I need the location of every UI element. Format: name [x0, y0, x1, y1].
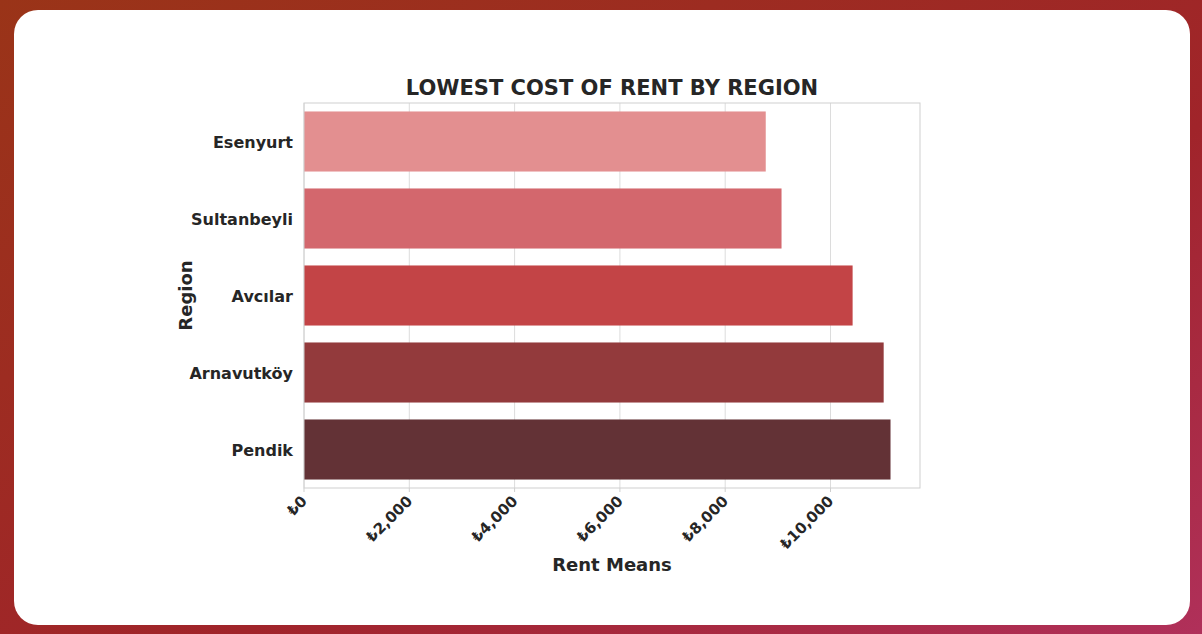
- bar: [304, 265, 853, 325]
- category-label: Avcılar: [232, 287, 293, 306]
- tick-label: ₺4,000: [468, 492, 522, 546]
- bar: [304, 188, 782, 248]
- tick-mark: [409, 488, 410, 492]
- tick-mark: [619, 488, 620, 492]
- category-label: Sultanbeyli: [191, 210, 293, 229]
- category-label: Pendik: [231, 441, 293, 460]
- tick-label: ₺8,000: [678, 492, 732, 546]
- tick-label: ₺10,000: [776, 492, 837, 553]
- tick-mark: [830, 488, 831, 492]
- title: LOWEST COST OF RENT BY REGION: [406, 76, 818, 100]
- card: [14, 10, 1190, 625]
- bar: [304, 419, 891, 479]
- category-label: Arnavutköy: [189, 364, 293, 383]
- bars: [304, 111, 891, 479]
- bar: [304, 342, 884, 402]
- y-axis-label: Region: [175, 260, 196, 330]
- tick-mark: [514, 488, 515, 492]
- plot-frame: [304, 103, 920, 488]
- tick-label: ₺6,000: [573, 492, 627, 546]
- tick-mark: [725, 488, 726, 492]
- tick-label: ₺2,000: [362, 492, 416, 546]
- background: [0, 0, 1202, 634]
- tick-label: ₺0: [283, 492, 310, 519]
- category-label: Esenyurt: [213, 133, 293, 152]
- x-axis-label: Rent Means: [552, 554, 672, 575]
- tick-mark: [304, 488, 305, 492]
- bar: [304, 111, 766, 171]
